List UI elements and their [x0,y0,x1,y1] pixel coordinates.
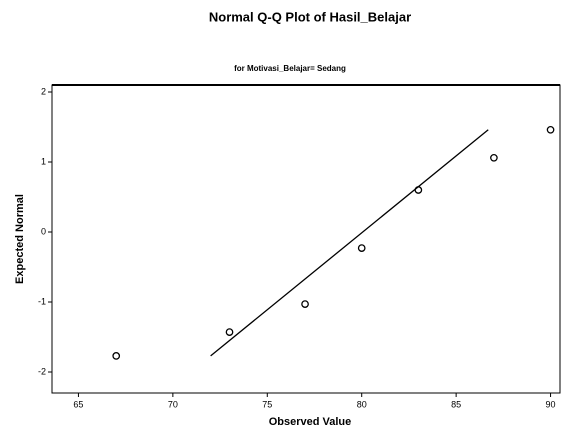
point [547,127,553,133]
y-tick-label: -2 [38,366,46,376]
y-axis-label: Expected Normal [14,194,26,284]
chart: Normal Q-Q Plot of Hasil_Belajar for Mot… [0,0,564,432]
x-tick-label: 90 [546,399,556,409]
y-tick-label: 2 [41,86,46,96]
plot-frame [52,85,560,393]
x-axis-label: Observed Value [269,416,352,428]
chart-title: Normal Q-Q Plot of Hasil_Belajar [209,9,411,24]
x-tick-label: 85 [451,399,461,409]
point [359,245,365,251]
x-tick-label: 70 [168,399,178,409]
y-tick-label: -1 [38,296,46,306]
x-tick-label: 65 [73,399,83,409]
x-tick-label: 80 [357,399,367,409]
y-tick-label: 0 [41,226,46,236]
point [113,353,119,359]
point [302,301,308,307]
point [226,329,232,335]
x-tick-label: 75 [262,399,272,409]
point [491,155,497,161]
chart-subtitle: for Motivasi_Belajar= Sedang [234,64,346,73]
y-tick-label: 1 [41,156,46,166]
reference-line [211,130,489,356]
point [415,187,421,193]
